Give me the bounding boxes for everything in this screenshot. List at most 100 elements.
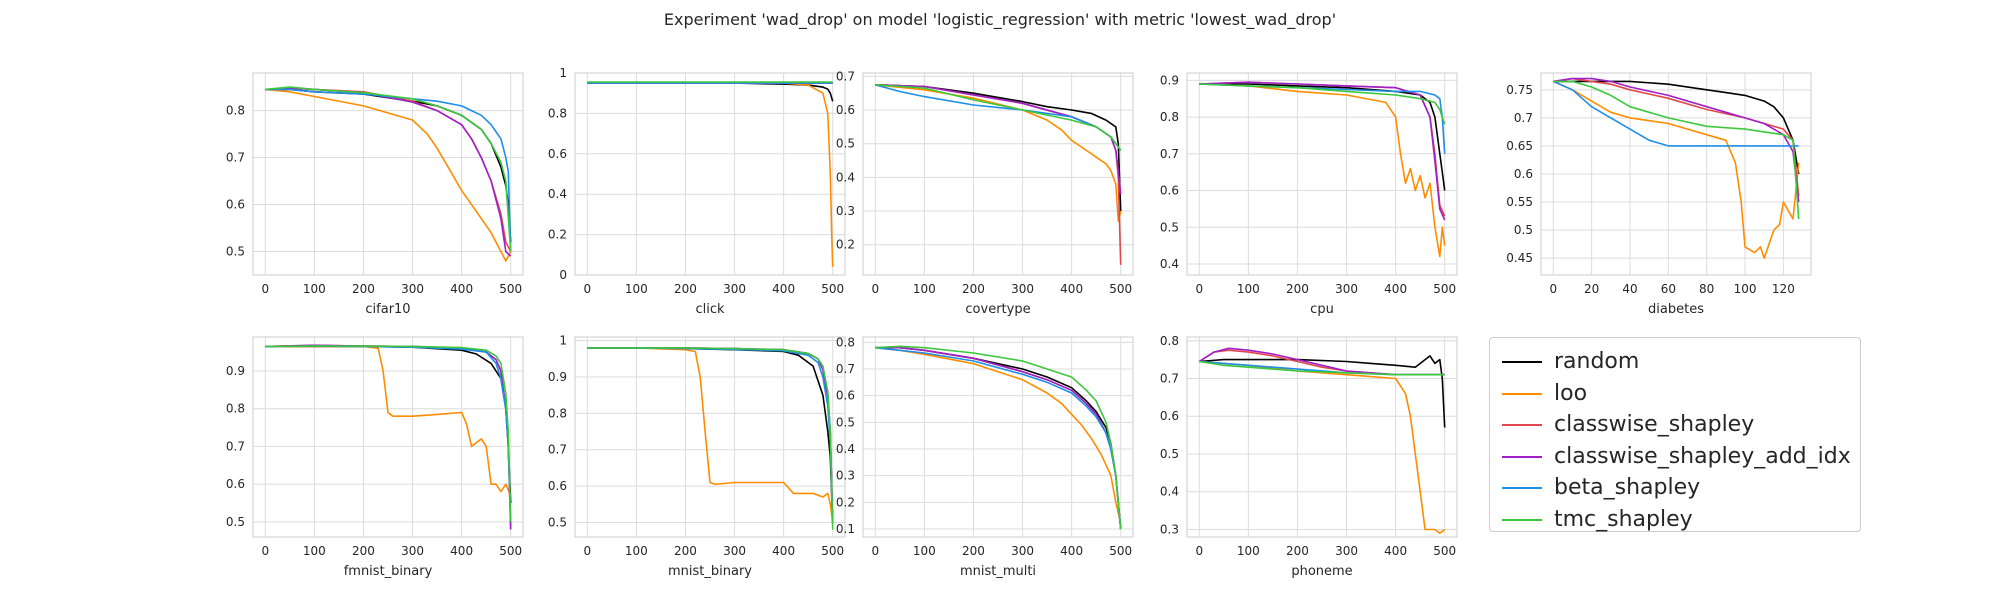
- y-tick-label: 0.1: [836, 522, 855, 536]
- series-line-beta_shapley: [875, 346, 1122, 530]
- legend-item-classwise_shapley: classwise_shapley: [1490, 409, 1860, 441]
- x-axis-label: cpu: [1310, 302, 1334, 317]
- x-tick-label: 100: [625, 544, 648, 558]
- series-line-loo: [265, 88, 512, 262]
- legend-label: loo: [1554, 380, 1588, 406]
- y-tick-label: 0.7: [836, 362, 855, 376]
- y-tick-label: 0.5: [836, 137, 855, 151]
- y-tick-label: 0.6: [1160, 184, 1179, 198]
- series-line-random: [1553, 80, 1800, 175]
- legend-item-random: random: [1490, 346, 1860, 378]
- x-tick-label: 0: [1195, 282, 1203, 296]
- series-line-tmc_shapley: [1199, 83, 1446, 125]
- axes-frame: [862, 336, 1134, 538]
- x-tick-label: 200: [674, 544, 697, 558]
- series-line-random: [587, 82, 834, 102]
- x-tick-label: 500: [499, 544, 522, 558]
- series-line-random: [587, 347, 834, 523]
- series-line-classwise_shapley_add_idx: [587, 347, 834, 523]
- series-line-classwise_shapley_add_idx: [1553, 77, 1800, 203]
- series-line-random: [265, 345, 512, 504]
- y-tick-label: 1: [559, 66, 567, 80]
- x-tick-label: 200: [1286, 282, 1309, 296]
- axes-frame: [574, 72, 846, 276]
- series-line-loo: [875, 84, 1122, 222]
- x-tick-label: 100: [1734, 282, 1757, 296]
- y-tick-label: 0.8: [836, 335, 855, 349]
- x-tick-label: 400: [772, 544, 795, 558]
- x-tick-label: 100: [1237, 282, 1260, 296]
- x-tick-label: 0: [261, 282, 269, 296]
- series-line-beta_shapley: [1552, 80, 1799, 147]
- legend-label: classwise_shapley: [1554, 412, 1755, 437]
- y-tick-label: 0.7: [226, 151, 245, 165]
- legend-label: random: [1554, 349, 1640, 374]
- legend-item-classwise_shapley_add_idx: classwise_shapley_add_idx: [1490, 441, 1860, 473]
- x-tick-label: 500: [1109, 282, 1132, 296]
- x-tick-label: 500: [821, 282, 844, 296]
- series-line-loo: [875, 346, 1122, 524]
- y-tick-label: 0.7: [1160, 372, 1179, 386]
- x-axis-label: click: [695, 302, 725, 317]
- legend-label: tmc_shapley: [1554, 506, 1693, 532]
- subplot-covertype: 0 100 200 300 400 500 0.2 0.3 0.4 0.5 0.6 0.7 covert…: [836, 69, 1134, 317]
- x-tick-label: 200: [1286, 544, 1309, 558]
- axes-frame: [1186, 336, 1458, 538]
- y-tick-label: 0.6: [548, 479, 567, 493]
- y-tick-label: 0.7: [226, 439, 245, 453]
- x-tick-label: 300: [401, 544, 424, 558]
- y-tick-label: 0.4: [548, 187, 567, 201]
- y-tick-label: 0.8: [226, 402, 245, 416]
- series-line-classwise_shapley_add_idx: [1198, 347, 1445, 376]
- y-tick-label: 0.5: [548, 515, 567, 529]
- axes-frame: [862, 72, 1134, 276]
- x-tick-label: 400: [1384, 282, 1407, 296]
- x-tick-label: 40: [1622, 282, 1637, 296]
- x-tick-label: 300: [401, 282, 424, 296]
- y-tick-label: 0.5: [226, 515, 245, 529]
- legend-item-tmc_shapley: tmc_shapley: [1490, 504, 1860, 536]
- x-tick-label: 80: [1699, 282, 1714, 296]
- series-line-beta_shapley: [265, 88, 512, 252]
- series-line-classwise_shapley: [1553, 77, 1800, 197]
- x-tick-label: 400: [1384, 544, 1407, 558]
- y-tick-label: 0.7: [548, 443, 567, 457]
- series-line-tmc_shapley: [265, 345, 512, 522]
- subplot-mnist_binary: 0 100 200 300 400 500 0.5 0.6 0.7 0.8 0.9 1 mnist_bi…: [548, 334, 846, 579]
- axes-frame: [1540, 72, 1812, 276]
- x-tick-label: 500: [499, 282, 522, 296]
- x-tick-label: 400: [450, 282, 473, 296]
- series-line-classwise_shapley: [875, 346, 1122, 530]
- y-tick-label: 0.6: [226, 198, 245, 212]
- legend-item-beta_shapley: beta_shapley: [1490, 472, 1860, 504]
- y-tick-label: 0.8: [1160, 334, 1179, 348]
- x-tick-label: 0: [871, 282, 879, 296]
- subplot-cpu: 0 100 200 300 400 500 0.4 0.5 0.6 0.7 0.8 0.9 cpu: [1160, 72, 1458, 317]
- subplot-fmnist_binary: 0 100 200 300 400 500 0.5 0.6 0.7 0.8 0.9 fmnist_bi…: [226, 336, 524, 579]
- series-line-loo: [1552, 80, 1800, 260]
- x-tick-label: 0: [1549, 282, 1557, 296]
- y-tick-label: 0.9: [1160, 73, 1179, 87]
- y-tick-label: 0.3: [1160, 522, 1179, 536]
- series-line-tmc_shapley: [265, 86, 512, 252]
- axes-frame: [252, 336, 524, 538]
- y-tick-label: 0.7: [836, 69, 855, 83]
- y-tick-label: 0.8: [548, 406, 567, 420]
- x-tick-label: 300: [1011, 282, 1034, 296]
- y-tick-label: 0.5: [1160, 447, 1179, 461]
- legend-label: beta_shapley: [1554, 475, 1701, 500]
- x-tick-label: 300: [723, 544, 746, 558]
- x-axis-label: phoneme: [1291, 564, 1352, 579]
- x-tick-label: 0: [583, 544, 591, 558]
- y-tick-label: 0.8: [1160, 110, 1179, 124]
- series-line-classwise_shapley_add_idx: [1199, 81, 1446, 221]
- x-tick-label: 500: [1433, 282, 1456, 296]
- y-tick-label: 0.45: [1506, 251, 1533, 265]
- x-tick-label: 100: [1237, 544, 1260, 558]
- x-tick-label: 100: [913, 544, 936, 558]
- y-tick-label: 0.5: [1514, 223, 1533, 237]
- y-tick-label: 0.2: [836, 495, 855, 509]
- y-tick-label: 0.3: [836, 469, 855, 483]
- x-tick-label: 0: [871, 544, 879, 558]
